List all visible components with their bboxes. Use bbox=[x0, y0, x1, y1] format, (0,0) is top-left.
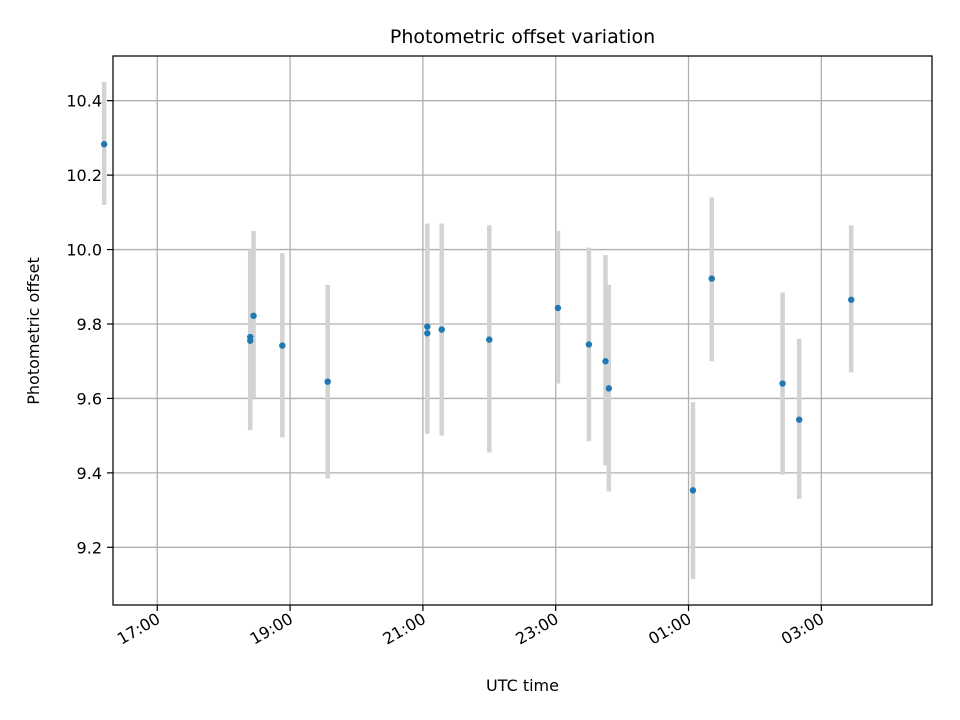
data-points bbox=[100, 141, 855, 494]
data-point bbox=[585, 341, 593, 348]
data-point bbox=[247, 337, 254, 344]
data-point bbox=[424, 323, 431, 330]
data-point bbox=[708, 275, 715, 282]
data-point bbox=[848, 296, 855, 303]
x-axis-label: UTC time bbox=[486, 676, 559, 695]
y-tick-label: 9.2 bbox=[77, 538, 102, 557]
y-tick-label: 9.4 bbox=[77, 464, 102, 483]
data-point bbox=[438, 326, 445, 333]
data-point bbox=[279, 342, 286, 349]
y-tick-label: 10.0 bbox=[66, 241, 102, 260]
data-point bbox=[689, 487, 697, 494]
data-point bbox=[795, 416, 803, 423]
data-point bbox=[100, 141, 108, 148]
data-point bbox=[605, 385, 613, 392]
data-point bbox=[486, 336, 493, 343]
y-tick-label: 10.4 bbox=[66, 92, 102, 111]
data-point bbox=[602, 358, 609, 365]
plot-frame bbox=[112, 55, 933, 606]
y-tick-label: 10.2 bbox=[66, 166, 102, 185]
data-point bbox=[324, 378, 331, 385]
data-point bbox=[250, 312, 257, 319]
y-axis-label: Photometric offset bbox=[24, 257, 43, 405]
data-point bbox=[779, 380, 786, 387]
y-tick-label: 9.8 bbox=[77, 315, 102, 334]
chart-title: Photometric offset variation bbox=[390, 26, 655, 48]
y-tick-label: 9.6 bbox=[77, 389, 102, 408]
y-axis-ticks: 9.2 9.4 9.6 9.8 10.0 10.2 10.4 bbox=[66, 92, 113, 557]
data-point bbox=[424, 330, 431, 337]
data-point bbox=[554, 304, 562, 312]
